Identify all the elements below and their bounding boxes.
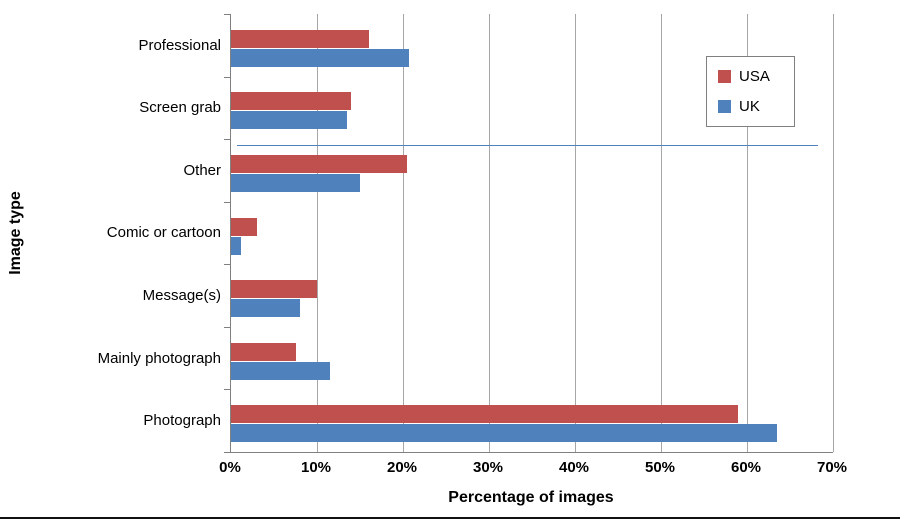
gridline [575,14,576,452]
y-axis-tick [224,326,231,328]
gridline [661,14,662,452]
bar-uk-mainly-photograph [231,361,330,380]
legend-item-uk: UK [718,98,788,115]
legend-label-usa: USA [739,68,770,85]
bar-usa-photograph [231,405,739,424]
category-label: Photograph [143,412,221,430]
bar-uk-screen-grab [231,111,348,130]
bar-uk-message-s [231,299,300,318]
gridline [833,14,834,452]
category-label: Mainly photograph [97,349,221,367]
bar-usa-professional [231,29,369,48]
bar-usa-other [231,154,408,173]
plot-area: USA UK Professional Screen grab Other Comic … [98,14,834,453]
x-axis-title: Percentage of images [448,489,614,506]
legend-label-uk: UK [739,98,760,115]
x-tick-label: 50% [644,459,676,476]
y-axis-tick [224,389,231,391]
gridline [403,14,404,452]
legend-swatch-usa [718,70,731,83]
category-label: Screen grab [139,99,221,117]
x-tick-label: 30% [472,459,504,476]
x-tick-label: 40% [558,459,590,476]
bar-usa-mainly-photograph [231,342,296,361]
x-axis-tick-labels: 0% 10% 20% 30% 40% 50% 60% 70% [219,459,847,479]
x-tick-label: 0% [219,459,241,476]
bottom-edge-line [0,517,900,519]
category-label: Other [183,161,221,179]
y-axis-tick [224,139,231,141]
stray-horizontal-line [237,145,818,147]
category-label: Professional [138,36,221,54]
category-label: Comic or cartoon [106,224,221,242]
x-tick-label: 60% [730,459,762,476]
gridline [747,14,748,452]
bar-uk-other [231,173,360,192]
x-tick-label: 20% [386,459,418,476]
y-axis-tick [224,14,231,15]
legend-swatch-uk [718,100,731,113]
gridline [317,14,318,452]
y-axis-tick [224,76,231,78]
gridline [489,14,490,452]
legend-item-usa: USA [718,68,788,85]
category-label: Message(s) [142,287,221,305]
bar-uk-photograph [231,424,778,443]
y-axis-tick [224,264,231,266]
bar-usa-comic-or-cartoon [231,217,257,236]
x-tick-label: 10% [300,459,332,476]
y-axis-tick [224,452,231,453]
bar-uk-professional [231,48,410,67]
bar-uk-comic-or-cartoon [231,236,242,255]
legend: USA UK [706,56,795,127]
bar-usa-message-s [231,280,317,299]
y-axis-tick [224,201,231,203]
bar-usa-screen-grab [231,92,352,111]
x-tick-label: 70% [816,459,848,476]
